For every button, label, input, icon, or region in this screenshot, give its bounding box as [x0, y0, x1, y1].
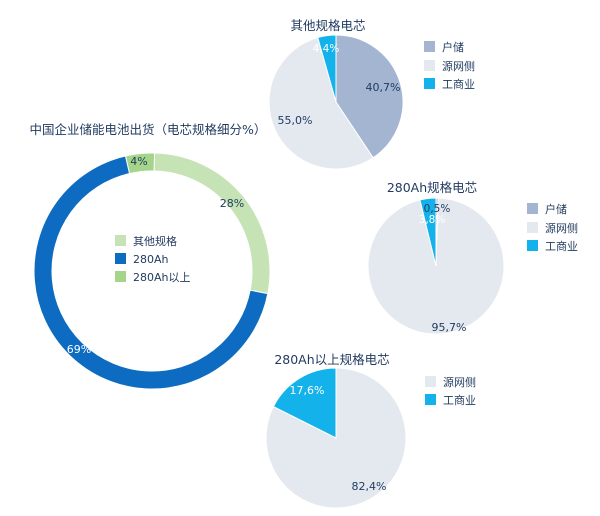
main-legend-swatch-280ah	[115, 253, 126, 264]
pie-other-slices	[268, 34, 404, 170]
pie-other-label-home: 40,7%	[366, 81, 401, 94]
main-legend-swatch-other	[115, 235, 126, 246]
pie-280ah-slices	[367, 197, 505, 335]
main-donut-chart: 中国企业储能电池出货（电芯规格细分%） 28% 69% 4% 其他规格 280A…	[30, 122, 271, 390]
pie-other-legend-label-home: 户储	[442, 40, 464, 54]
main-donut-slices	[33, 152, 271, 390]
pie-other-legend-swatch-home	[424, 41, 435, 52]
main-legend-label-280ah: 280Ah	[133, 253, 169, 266]
pie-280ah-plus-label-ci: 17,6%	[290, 384, 325, 397]
main-slice-1	[33, 155, 269, 390]
pie-280ah: 280Ah规格电芯 0,5% 95,7% 3,8% 户储 源网侧 工商业	[367, 180, 578, 335]
pie-280ah-plus-title: 280Ah以上规格电芯	[274, 352, 389, 367]
pie-280ah-plus-legend: 源网侧 工商业	[425, 375, 476, 407]
pie-280ah-legend-swatch-ci	[527, 240, 538, 251]
pie2-slice-2	[419, 197, 437, 267]
pie-other-label-grid: 55,0%	[278, 114, 313, 127]
pie-280ah-plus-legend-label-ci: 工商业	[443, 393, 476, 407]
pie3-slice-1	[272, 367, 337, 439]
main-legend-label-280ah-plus: 280Ah以上	[133, 271, 191, 284]
pie-other-label-ci: 4,4%	[313, 43, 340, 55]
pie-280ah-plus-slices	[265, 367, 407, 509]
main-label-280ah: 69%	[67, 343, 91, 356]
pie-280ah-legend-label-home: 户储	[545, 202, 567, 216]
main-label-280ah-plus: 4%	[130, 155, 147, 168]
pie-280ah-plus-label-grid: 82,4%	[352, 480, 387, 493]
pie-other-legend: 户储 源网侧 工商业	[424, 40, 475, 91]
pie-280ah-legend-label-ci: 工商业	[545, 239, 578, 253]
main-legend-swatch-280ah-plus	[115, 271, 126, 282]
pie-other-title: 其他规格电芯	[290, 18, 365, 33]
pie-other-spec: 其他规格电芯 40,7% 55,0% 4,4% 户储 源网侧 工商业	[268, 18, 475, 170]
pie-other-legend-label-ci: 工商业	[442, 77, 475, 91]
pie-other-legend-label-grid: 源网侧	[442, 59, 475, 73]
pie-280ah-legend-swatch-home	[527, 203, 538, 214]
pie-280ah-plus-legend-label-grid: 源网侧	[443, 375, 476, 389]
pie-280ah-legend-swatch-grid	[527, 222, 538, 233]
main-label-other: 28%	[220, 197, 244, 210]
main-chart-title: 中国企业储能电池出货（电芯规格细分%）	[30, 122, 267, 137]
pie1-slice-2	[317, 34, 337, 103]
pie-280ah-label-home: 0,5%	[424, 203, 451, 215]
pie-280ah-label-ci: 3,8%	[419, 214, 446, 226]
pie-280ah-plus: 280Ah以上规格电芯 82,4% 17,6% 源网侧 工商业	[265, 352, 476, 509]
pie-other-legend-swatch-grid	[424, 60, 435, 71]
pie-280ah-legend-label-grid: 源网侧	[545, 221, 578, 235]
main-legend-label-other: 其他规格	[133, 234, 177, 248]
main-legend: 其他规格 280Ah 280Ah以上	[115, 234, 191, 284]
pie-280ah-label-grid: 95,7%	[432, 321, 467, 334]
pie1-slice-1	[268, 36, 374, 170]
pie-280ah-legend: 户储 源网侧 工商业	[527, 202, 578, 253]
pie-280ah-plus-legend-swatch-ci	[425, 394, 436, 405]
pie-280ah-plus-legend-swatch-grid	[425, 376, 436, 387]
pie-280ah-title: 280Ah规格电芯	[387, 180, 477, 195]
pie-other-legend-swatch-ci	[424, 78, 435, 89]
